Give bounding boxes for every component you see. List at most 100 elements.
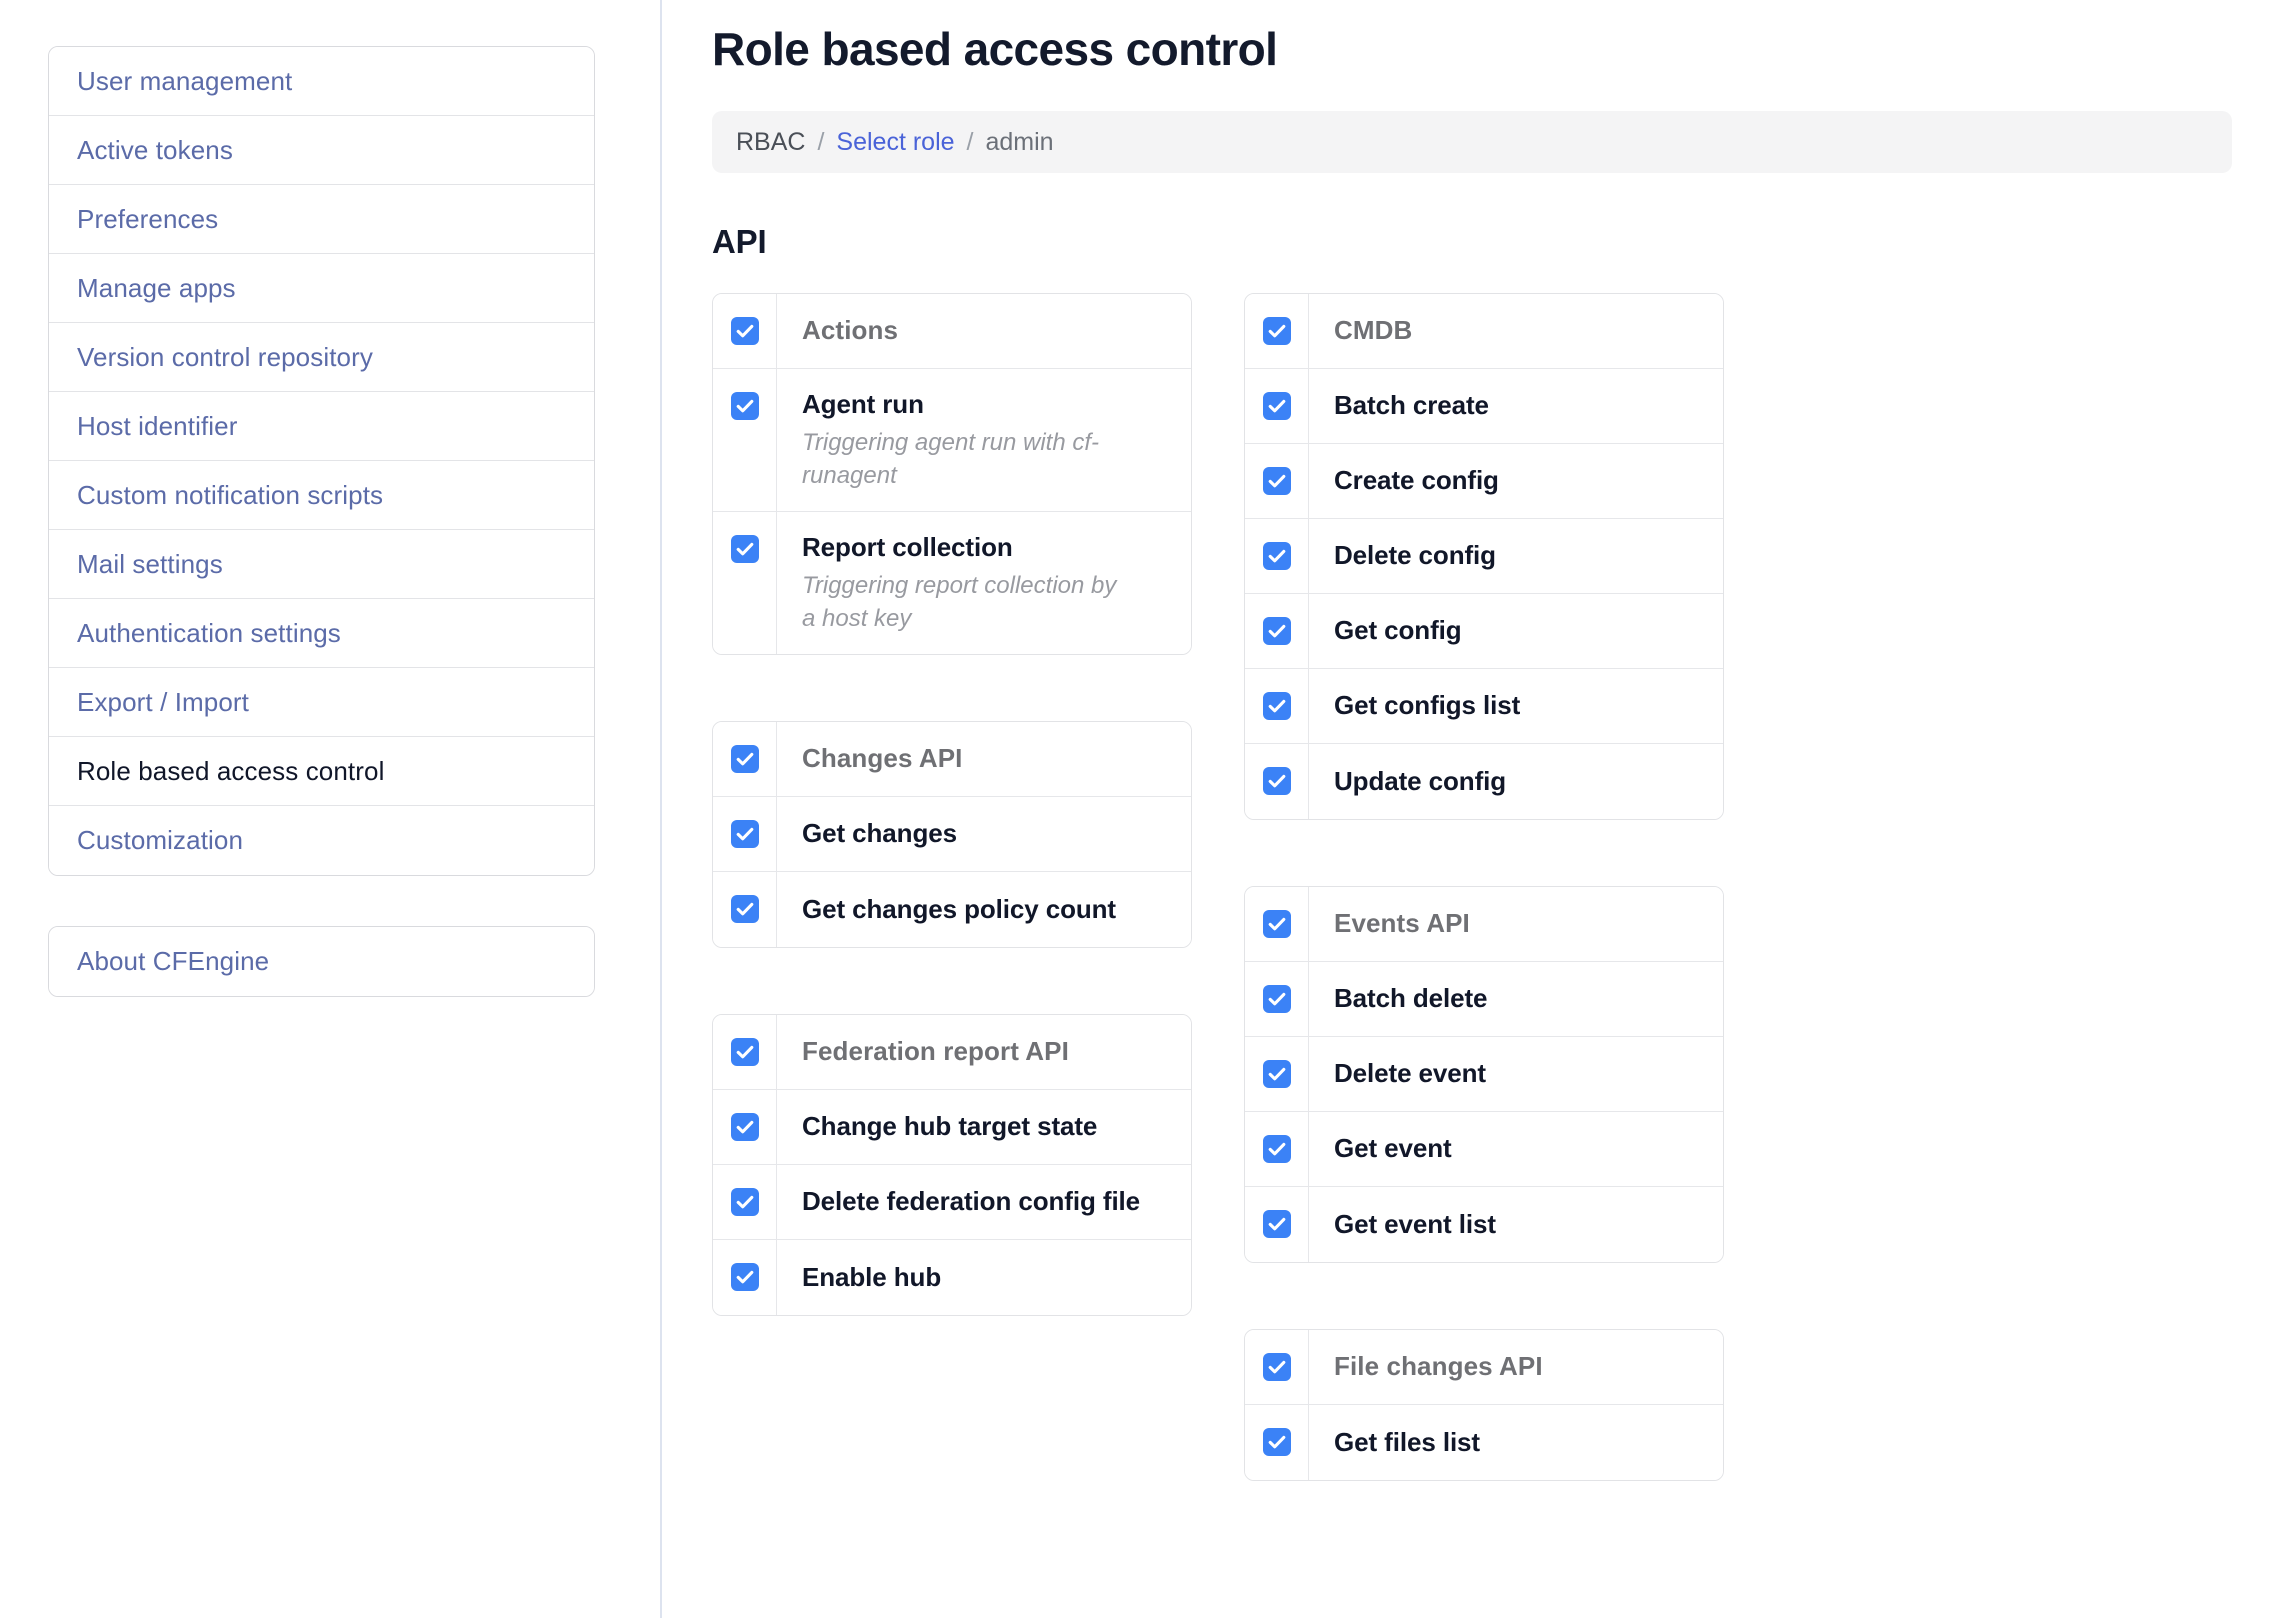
permission-group-title: Changes API bbox=[802, 743, 963, 774]
sidebar-nav-groups: User management Active tokens Preferences M… bbox=[48, 46, 595, 997]
permission-label: Delete config bbox=[1334, 540, 1496, 571]
permission-checkbox-batch-create[interactable] bbox=[1262, 392, 1291, 421]
sidebar-item-customization[interactable]: Customization bbox=[49, 806, 594, 875]
permission-checkbox-cell bbox=[1245, 1405, 1309, 1481]
permission-checkbox-cell bbox=[1245, 444, 1309, 519]
permission-checkbox-cell bbox=[713, 1090, 777, 1165]
permission-group-title: File changes API bbox=[1334, 1351, 1543, 1382]
checkmark-icon bbox=[736, 400, 753, 413]
sidebar-item-label: User management bbox=[77, 65, 293, 96]
checkmark-icon bbox=[736, 325, 753, 338]
permission-label: Change hub target state bbox=[802, 1111, 1098, 1142]
permission-row: Get event list bbox=[1245, 1187, 1723, 1263]
permission-label: Get changes bbox=[802, 818, 957, 849]
group-checkbox-actions[interactable] bbox=[730, 317, 759, 346]
permission-group-header-row: Federation report API bbox=[713, 1015, 1191, 1091]
permission-checkbox-delete-config[interactable] bbox=[1262, 542, 1291, 571]
permission-label-cell: Get event list bbox=[1309, 1187, 1723, 1262]
permission-checkbox-get-files-list[interactable] bbox=[1262, 1428, 1291, 1457]
sidebar-item-mail-settings[interactable]: Mail settings bbox=[49, 530, 594, 599]
sidebar-item-preferences[interactable]: Preferences bbox=[49, 185, 594, 254]
checkmark-icon bbox=[736, 903, 753, 916]
checkmark-icon bbox=[1268, 1361, 1285, 1374]
checkmark-icon bbox=[1268, 775, 1285, 788]
permission-checkbox-cell bbox=[1245, 962, 1309, 1037]
group-checkbox-cmdb[interactable] bbox=[1262, 317, 1291, 346]
permission-checkbox-update-config[interactable] bbox=[1262, 767, 1291, 796]
checkmark-icon bbox=[1268, 1143, 1285, 1156]
permission-checkbox-delete-event[interactable] bbox=[1262, 1060, 1291, 1089]
sidebar-item-about-cfengine[interactable]: About CFEngine bbox=[49, 927, 594, 996]
sidebar-item-user-management[interactable]: User management bbox=[49, 47, 594, 116]
permission-checkbox-cell bbox=[1245, 594, 1309, 669]
sidebar-item-authentication-settings[interactable]: Authentication settings bbox=[49, 599, 594, 668]
breadcrumb-link-select-role[interactable]: Select role bbox=[836, 127, 955, 156]
sidebar-item-host-identifier[interactable]: Host identifier bbox=[49, 392, 594, 461]
permission-label-cell: Get changes bbox=[777, 797, 1191, 871]
group-checkbox-events-api[interactable] bbox=[1262, 910, 1291, 939]
permission-checkbox-create-config[interactable] bbox=[1262, 467, 1291, 496]
permission-checkbox-agent-run[interactable] bbox=[730, 392, 759, 421]
permission-checkbox-delete-federation-config-file[interactable] bbox=[730, 1188, 759, 1217]
permission-row: Get changes bbox=[713, 797, 1191, 873]
permission-checkbox-batch-delete[interactable] bbox=[1262, 985, 1291, 1014]
permission-checkbox-get-changes[interactable] bbox=[730, 820, 759, 849]
group-checkbox-cell bbox=[713, 722, 777, 797]
section-title-api: API bbox=[712, 223, 767, 261]
permission-label: Delete event bbox=[1334, 1058, 1486, 1089]
permission-group-changes-api: Changes API Get changes Get changes policy… bbox=[712, 721, 1192, 949]
permission-row: Get event bbox=[1245, 1112, 1723, 1188]
group-checkbox-federation-report-api[interactable] bbox=[730, 1038, 759, 1067]
permission-label-cell: Enable hub bbox=[777, 1240, 1191, 1315]
permission-group-header-row: Changes API bbox=[713, 722, 1191, 798]
group-label-cell: Events API bbox=[1309, 887, 1723, 961]
sidebar-item-export-import[interactable]: Export / Import bbox=[49, 668, 594, 737]
permission-row: Enable hub bbox=[713, 1240, 1191, 1316]
permission-label-cell: Batch delete bbox=[1309, 962, 1723, 1036]
permission-checkbox-get-event[interactable] bbox=[1262, 1135, 1291, 1164]
permission-group-header-row: CMDB bbox=[1245, 294, 1723, 370]
sidebar-item-version-control-repository[interactable]: Version control repository bbox=[49, 323, 594, 392]
group-checkbox-file-changes-api[interactable] bbox=[1262, 1353, 1291, 1382]
permission-checkbox-get-configs-list[interactable] bbox=[1262, 692, 1291, 721]
sidebar-item-manage-apps[interactable]: Manage apps bbox=[49, 254, 594, 323]
checkmark-icon bbox=[1268, 700, 1285, 713]
permissions-grid: Actions Agent run Triggering agent run wit… bbox=[712, 293, 2232, 1547]
permission-group-title: Events API bbox=[1334, 908, 1470, 939]
group-checkbox-changes-api[interactable] bbox=[730, 745, 759, 774]
permission-row: Update config bbox=[1245, 744, 1723, 820]
sidebar-item-label: Preferences bbox=[77, 203, 219, 234]
permission-group-header-row: File changes API bbox=[1245, 1330, 1723, 1406]
permission-description: Triggering agent run with cf-runagent bbox=[802, 428, 1100, 490]
permission-checkbox-get-config[interactable] bbox=[1262, 617, 1291, 646]
group-checkbox-cell bbox=[713, 294, 777, 369]
permission-checkbox-change-hub-target-state[interactable] bbox=[730, 1113, 759, 1142]
permission-checkbox-cell bbox=[1245, 744, 1309, 820]
sidebar-item-active-tokens[interactable]: Active tokens bbox=[49, 116, 594, 185]
settings-nav-card: User management Active tokens Preferences M… bbox=[48, 46, 595, 876]
permission-label-cell: Batch create bbox=[1309, 369, 1723, 443]
permission-row: Batch delete bbox=[1245, 962, 1723, 1038]
permission-group-file-changes-api: File changes API Get files list bbox=[1244, 1329, 1724, 1482]
permission-label: Get event bbox=[1334, 1133, 1452, 1164]
permission-checkbox-cell bbox=[713, 1240, 777, 1316]
permission-checkbox-report-collection[interactable] bbox=[730, 535, 759, 564]
sidebar-item-label: Active tokens bbox=[77, 134, 233, 165]
permission-checkbox-enable-hub[interactable] bbox=[730, 1263, 759, 1292]
sidebar-item-label: Manage apps bbox=[77, 272, 236, 303]
checkmark-icon bbox=[1268, 1068, 1285, 1081]
group-label-cell: CMDB bbox=[1309, 294, 1723, 368]
permission-checkbox-get-changes-policy-count[interactable] bbox=[730, 895, 759, 924]
permission-label: Enable hub bbox=[802, 1261, 942, 1292]
group-checkbox-cell bbox=[713, 1015, 777, 1090]
permission-row: Report collection Triggering report colle… bbox=[713, 512, 1191, 655]
sidebar-item-label: Authentication settings bbox=[77, 617, 341, 648]
permission-label-cell: Get configs list bbox=[1309, 669, 1723, 743]
permission-label-cell: Report collection Triggering report colle… bbox=[777, 512, 1191, 654]
permission-label: Delete federation config file bbox=[802, 1186, 1141, 1217]
sidebar-item-custom-notification-scripts[interactable]: Custom notification scripts bbox=[49, 461, 594, 530]
checkmark-icon bbox=[736, 753, 753, 766]
checkmark-icon bbox=[1268, 550, 1285, 563]
permission-checkbox-get-event-list[interactable] bbox=[1262, 1210, 1291, 1239]
permission-label: Agent run bbox=[802, 389, 924, 420]
